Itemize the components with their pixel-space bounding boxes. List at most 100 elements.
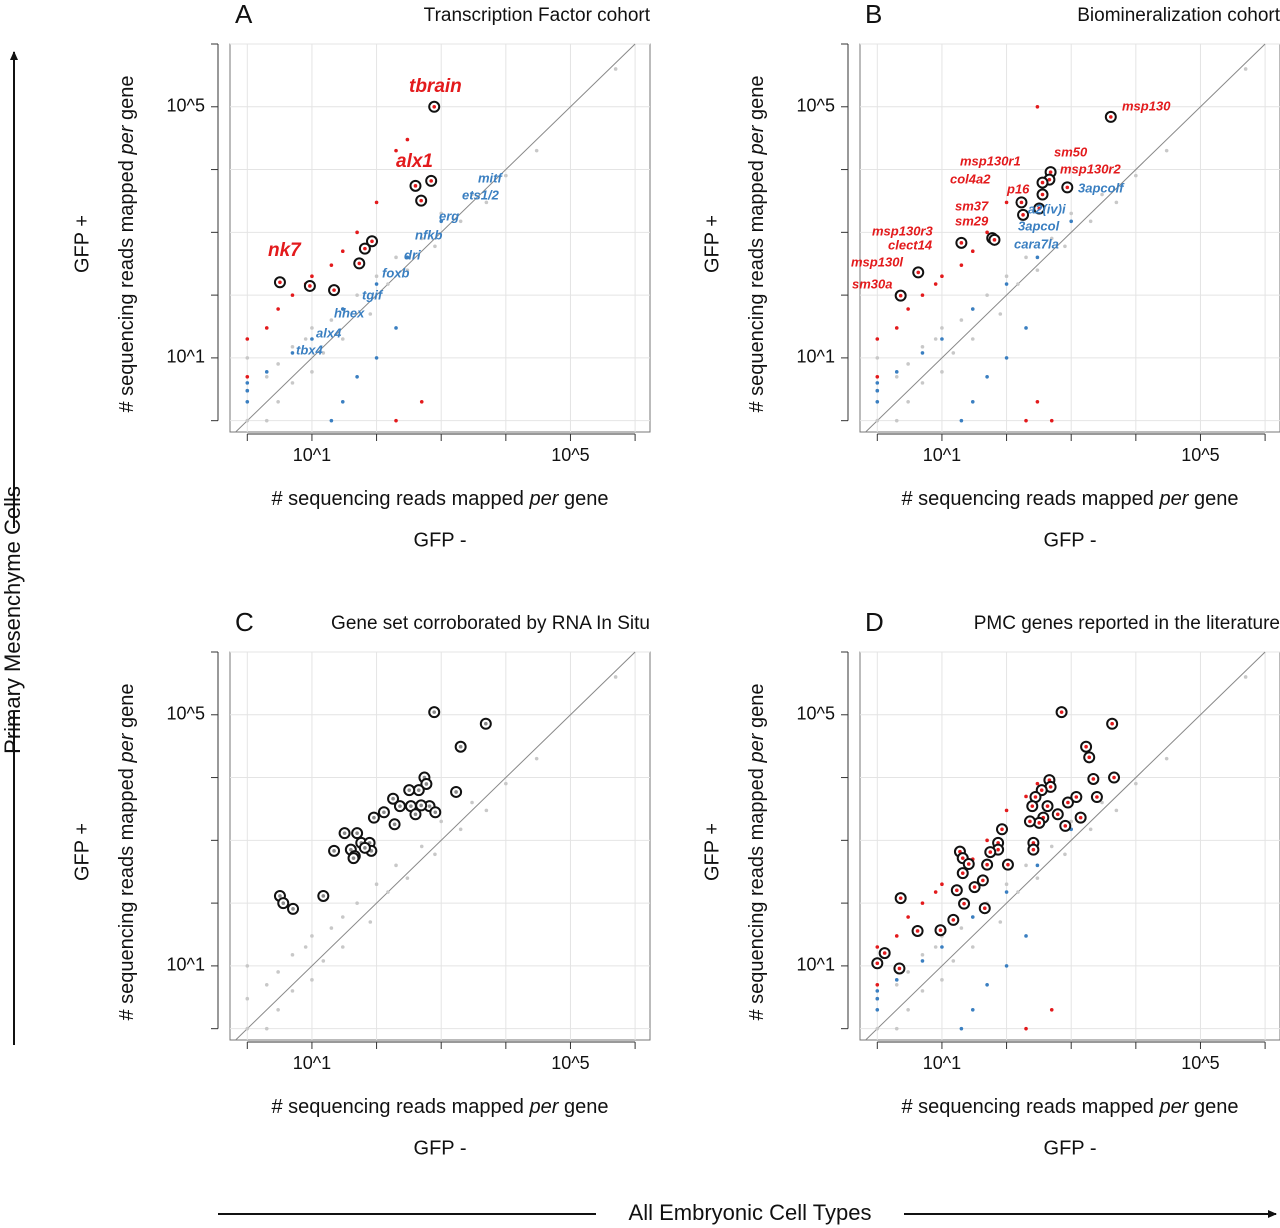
x-axis-label: # sequencing reads mapped per gene [271,1096,608,1118]
y-group-label: GFP + [71,823,93,881]
panel-letter: B [865,0,882,29]
highlight-center [433,810,438,815]
point [405,137,410,142]
point [329,926,334,930]
point [1035,255,1040,260]
highlight-center [407,788,412,792]
highlight-center [972,885,977,889]
point [310,337,314,341]
diagonal [235,43,636,433]
x-axis-label-part: gene [1194,488,1239,510]
point [1243,675,1248,679]
point [875,945,880,949]
point [386,282,390,286]
gene-label: clect14 [888,237,933,252]
point [264,370,269,374]
highlight-center [1030,804,1035,808]
point [329,318,334,322]
x-axis-label-part: # sequencing reads mapped [901,488,1153,510]
highlight-center [1055,812,1060,817]
point [245,1026,250,1031]
point [276,399,280,404]
gene-label: a2(iv)i [1028,201,1066,216]
y-axis-label: # sequencing reads mapped per gene [746,683,768,1020]
point [894,982,899,987]
point [394,863,398,868]
point [894,978,899,982]
point [290,345,295,349]
point [940,882,944,887]
x-tick-label: 10^5 [1181,1053,1219,1073]
highlight-center [342,831,347,835]
gene-label: 3apcolf [1078,180,1125,195]
point [613,675,618,679]
plot-area [859,651,1280,1041]
highlight-center [1084,744,1088,749]
point [920,381,925,385]
gene-label: tbrain [409,76,462,97]
highlight-center [278,894,282,898]
highlight-center [962,901,966,906]
highlight-center [363,246,367,251]
point [1024,418,1028,423]
point [276,970,280,974]
point [394,255,398,260]
point [458,827,463,832]
highlight-center [429,179,433,183]
highlight-center [992,238,997,242]
highlight-center [1021,213,1025,217]
point [321,351,326,355]
gene-label: sm29 [955,213,989,228]
point [875,1026,880,1031]
point [985,293,989,297]
point [310,978,314,982]
point [920,901,925,905]
point [970,399,975,404]
highlight-center [1006,862,1010,867]
highlight-center [484,721,488,726]
point [970,945,975,949]
plot-area [229,43,651,433]
point [458,219,463,224]
point [1063,852,1067,857]
panel-letter: D [865,607,884,637]
point [1069,211,1074,216]
x-axis-label: # sequencing reads mapped per gene [271,488,608,510]
point [276,362,280,366]
point [920,953,925,957]
point [1114,808,1119,813]
point [1049,1007,1054,1012]
point [1004,200,1009,205]
point [1016,282,1020,286]
highlight-center [1000,827,1004,832]
x-axis-label-part: gene [564,1096,609,1118]
y-axis-label-part: # sequencing reads mapped [746,768,768,1020]
point [894,418,899,423]
highlight-center [1040,180,1045,185]
gene-label: dri [404,247,421,262]
gene-label: nk7 [268,240,302,261]
highlight-center [1087,755,1092,760]
point [340,307,345,311]
point [245,418,250,423]
point [245,964,250,968]
highlight-center [291,907,295,911]
highlight-center [982,906,987,910]
x-group-label: GFP - [1044,529,1097,551]
figure-x-label: All Embryonic Cell Types [629,1200,872,1225]
y-axis-label: # sequencing reads mapped per gene [116,75,138,412]
x-axis-label-part: per [529,1096,560,1118]
y-tick-label: 10^1 [167,955,205,975]
gene-label: col4a2 [950,171,991,186]
point [1004,808,1009,813]
point [245,356,250,360]
point [303,945,308,949]
point [439,819,444,824]
point [940,370,944,374]
point [290,351,295,355]
highlight-center [392,822,397,827]
point [340,915,345,919]
gene-label: cara7la [1014,236,1059,251]
highlight-center [1063,824,1068,828]
